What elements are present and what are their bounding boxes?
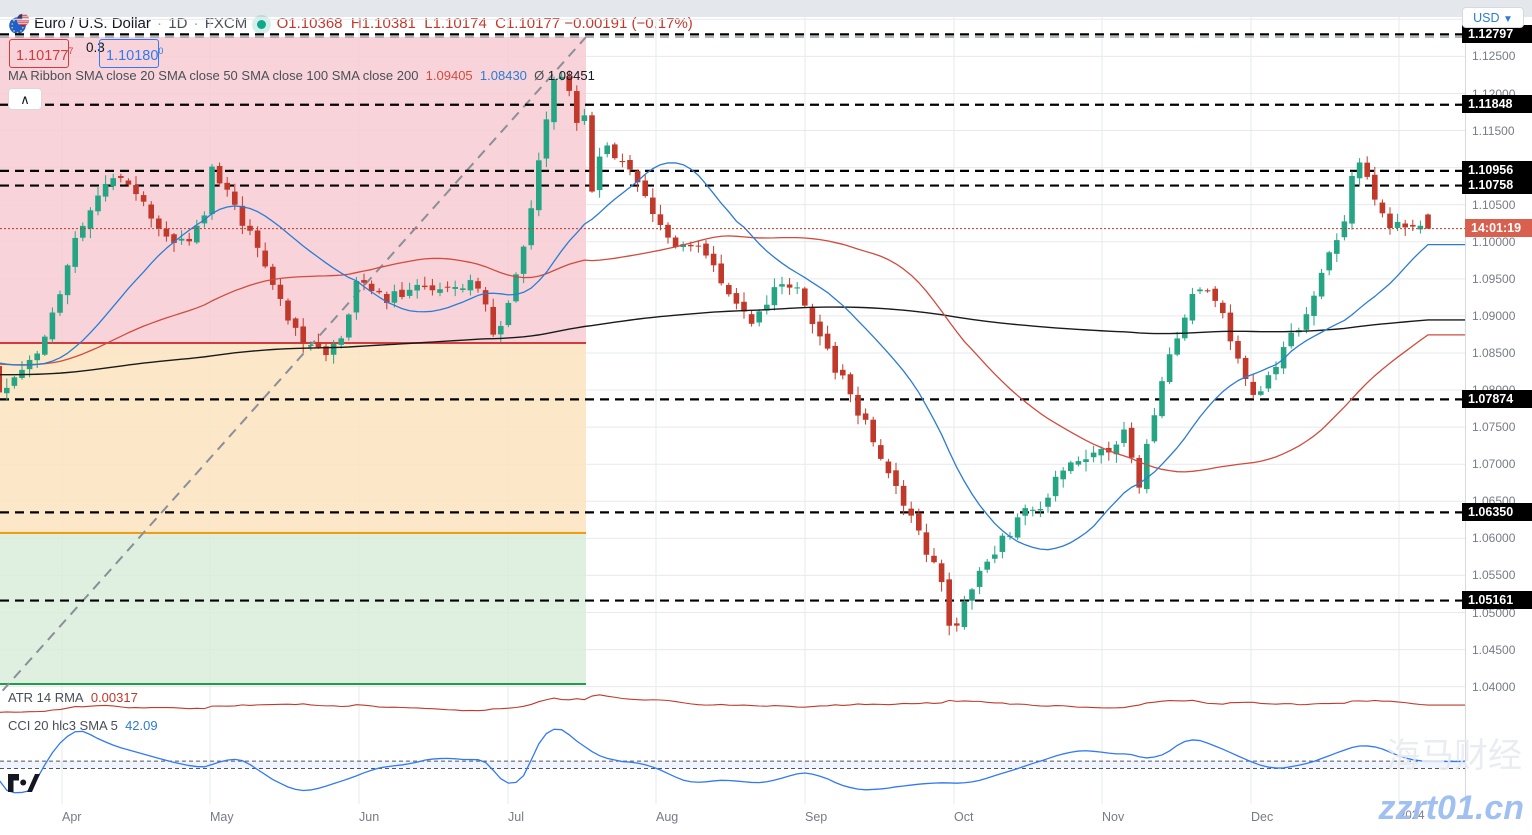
svg-text:zzrt01.cn: zzrt01.cn: [1378, 789, 1525, 827]
svg-text:海马财经: 海马财经: [1386, 737, 1522, 775]
